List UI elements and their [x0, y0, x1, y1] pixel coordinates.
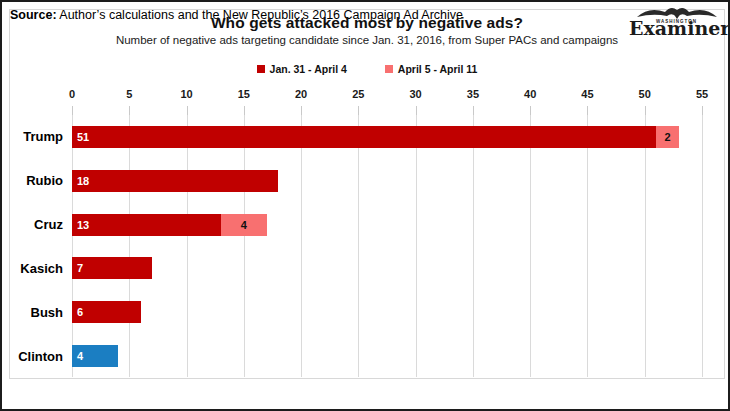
x-tick-mark — [645, 106, 646, 115]
bar-row-trump: Trump51 2 — [10, 115, 724, 159]
bars-trump: 51 2 — [72, 126, 702, 148]
x-tick-label: 25 — [352, 88, 364, 100]
x-tick-label: 10 — [180, 88, 192, 100]
bar-value-label: 18 — [72, 175, 89, 187]
x-tick-label: 40 — [524, 88, 536, 100]
legend-label: Jan. 31 - April 4 — [270, 63, 347, 75]
bar-value-label: 7 — [72, 262, 83, 274]
bars-rubio: 18 — [72, 170, 702, 192]
washington-examiner-logo: WASHINGTON Examiner — [629, 4, 724, 46]
bar-segment: 4 — [72, 345, 118, 367]
bar-value-label: 6 — [72, 306, 83, 318]
x-tick-label: 20 — [295, 88, 307, 100]
x-tick-label: 15 — [238, 88, 250, 100]
x-tick-mark — [702, 106, 703, 115]
x-axis-ticks — [72, 105, 702, 115]
bars-kasich: 7 — [72, 257, 702, 279]
x-tick-mark — [530, 106, 531, 115]
category-label: Bush — [10, 305, 72, 320]
x-tick-label: 0 — [69, 88, 75, 100]
bar-value-label: 51 — [72, 131, 89, 143]
bar-segment: 18 — [72, 170, 278, 192]
x-tick-mark — [473, 106, 474, 115]
x-axis-labels: 0510152025303540455055 — [72, 88, 702, 103]
bar-segment: 13 — [72, 214, 221, 236]
category-label: Clinton — [10, 349, 72, 364]
bar-value-label: 13 — [72, 219, 89, 231]
x-tick-label: 35 — [467, 88, 479, 100]
logo-name: Examiner — [629, 20, 724, 37]
x-tick-mark — [358, 106, 359, 115]
x-tick-label: 30 — [410, 88, 422, 100]
legend-swatch — [385, 65, 393, 73]
chart-area: Who gets attacked most by negative ads? … — [9, 9, 725, 379]
bar-row-clinton: Clinton4 — [10, 334, 724, 378]
bars-clinton: 4 — [72, 345, 702, 367]
plot-area: Trump512Rubio18Cruz134Kasich7Bush6Clinto… — [10, 115, 724, 378]
legend-item: April 5 - April 11 — [385, 63, 478, 75]
x-tick-mark — [416, 106, 417, 115]
category-label: Cruz — [10, 217, 72, 232]
x-tick-mark — [72, 106, 73, 115]
bar-segment: 7 — [72, 257, 152, 279]
legend: Jan. 31 - April 4 April 5 - April 11 — [10, 63, 724, 75]
bar-segment: 4 — [221, 214, 267, 236]
bar-segment: 2 — [656, 126, 679, 148]
x-tick-mark — [129, 106, 130, 115]
bar-row-bush: Bush6 — [10, 290, 724, 334]
category-label: Trump — [10, 129, 72, 144]
bars-bush: 6 — [72, 301, 702, 323]
bar-segment: 6 — [72, 301, 141, 323]
bars-cruz: 13 4 — [72, 214, 702, 236]
x-tick-mark — [187, 106, 188, 115]
chart-subtitle: Number of negative ads targeting candida… — [10, 34, 724, 46]
x-tick-label: 5 — [126, 88, 132, 100]
x-tick-label: 45 — [581, 88, 593, 100]
category-label: Kasich — [10, 261, 72, 276]
chart-title: Who gets attacked most by negative ads? — [10, 14, 724, 32]
bar-value-label: 4 — [72, 350, 83, 362]
legend-swatch — [257, 65, 265, 73]
x-tick-mark — [244, 106, 245, 115]
bar-row-cruz: Cruz13 4 — [10, 203, 724, 247]
x-tick-label: 55 — [696, 88, 708, 100]
bar-value-label: 4 — [241, 219, 247, 231]
bar-value-label: 2 — [665, 131, 671, 143]
x-tick-mark — [301, 106, 302, 115]
bar-row-kasich: Kasich7 — [10, 246, 724, 290]
x-tick-label: 50 — [639, 88, 651, 100]
legend-label: April 5 - April 11 — [398, 63, 478, 75]
bar-segment: 51 — [72, 126, 656, 148]
x-tick-mark — [587, 106, 588, 115]
bar-row-rubio: Rubio18 — [10, 159, 724, 203]
chart-page: Who gets attacked most by negative ads? … — [0, 0, 730, 411]
legend-item: Jan. 31 - April 4 — [257, 63, 347, 75]
category-label: Rubio — [10, 173, 72, 188]
